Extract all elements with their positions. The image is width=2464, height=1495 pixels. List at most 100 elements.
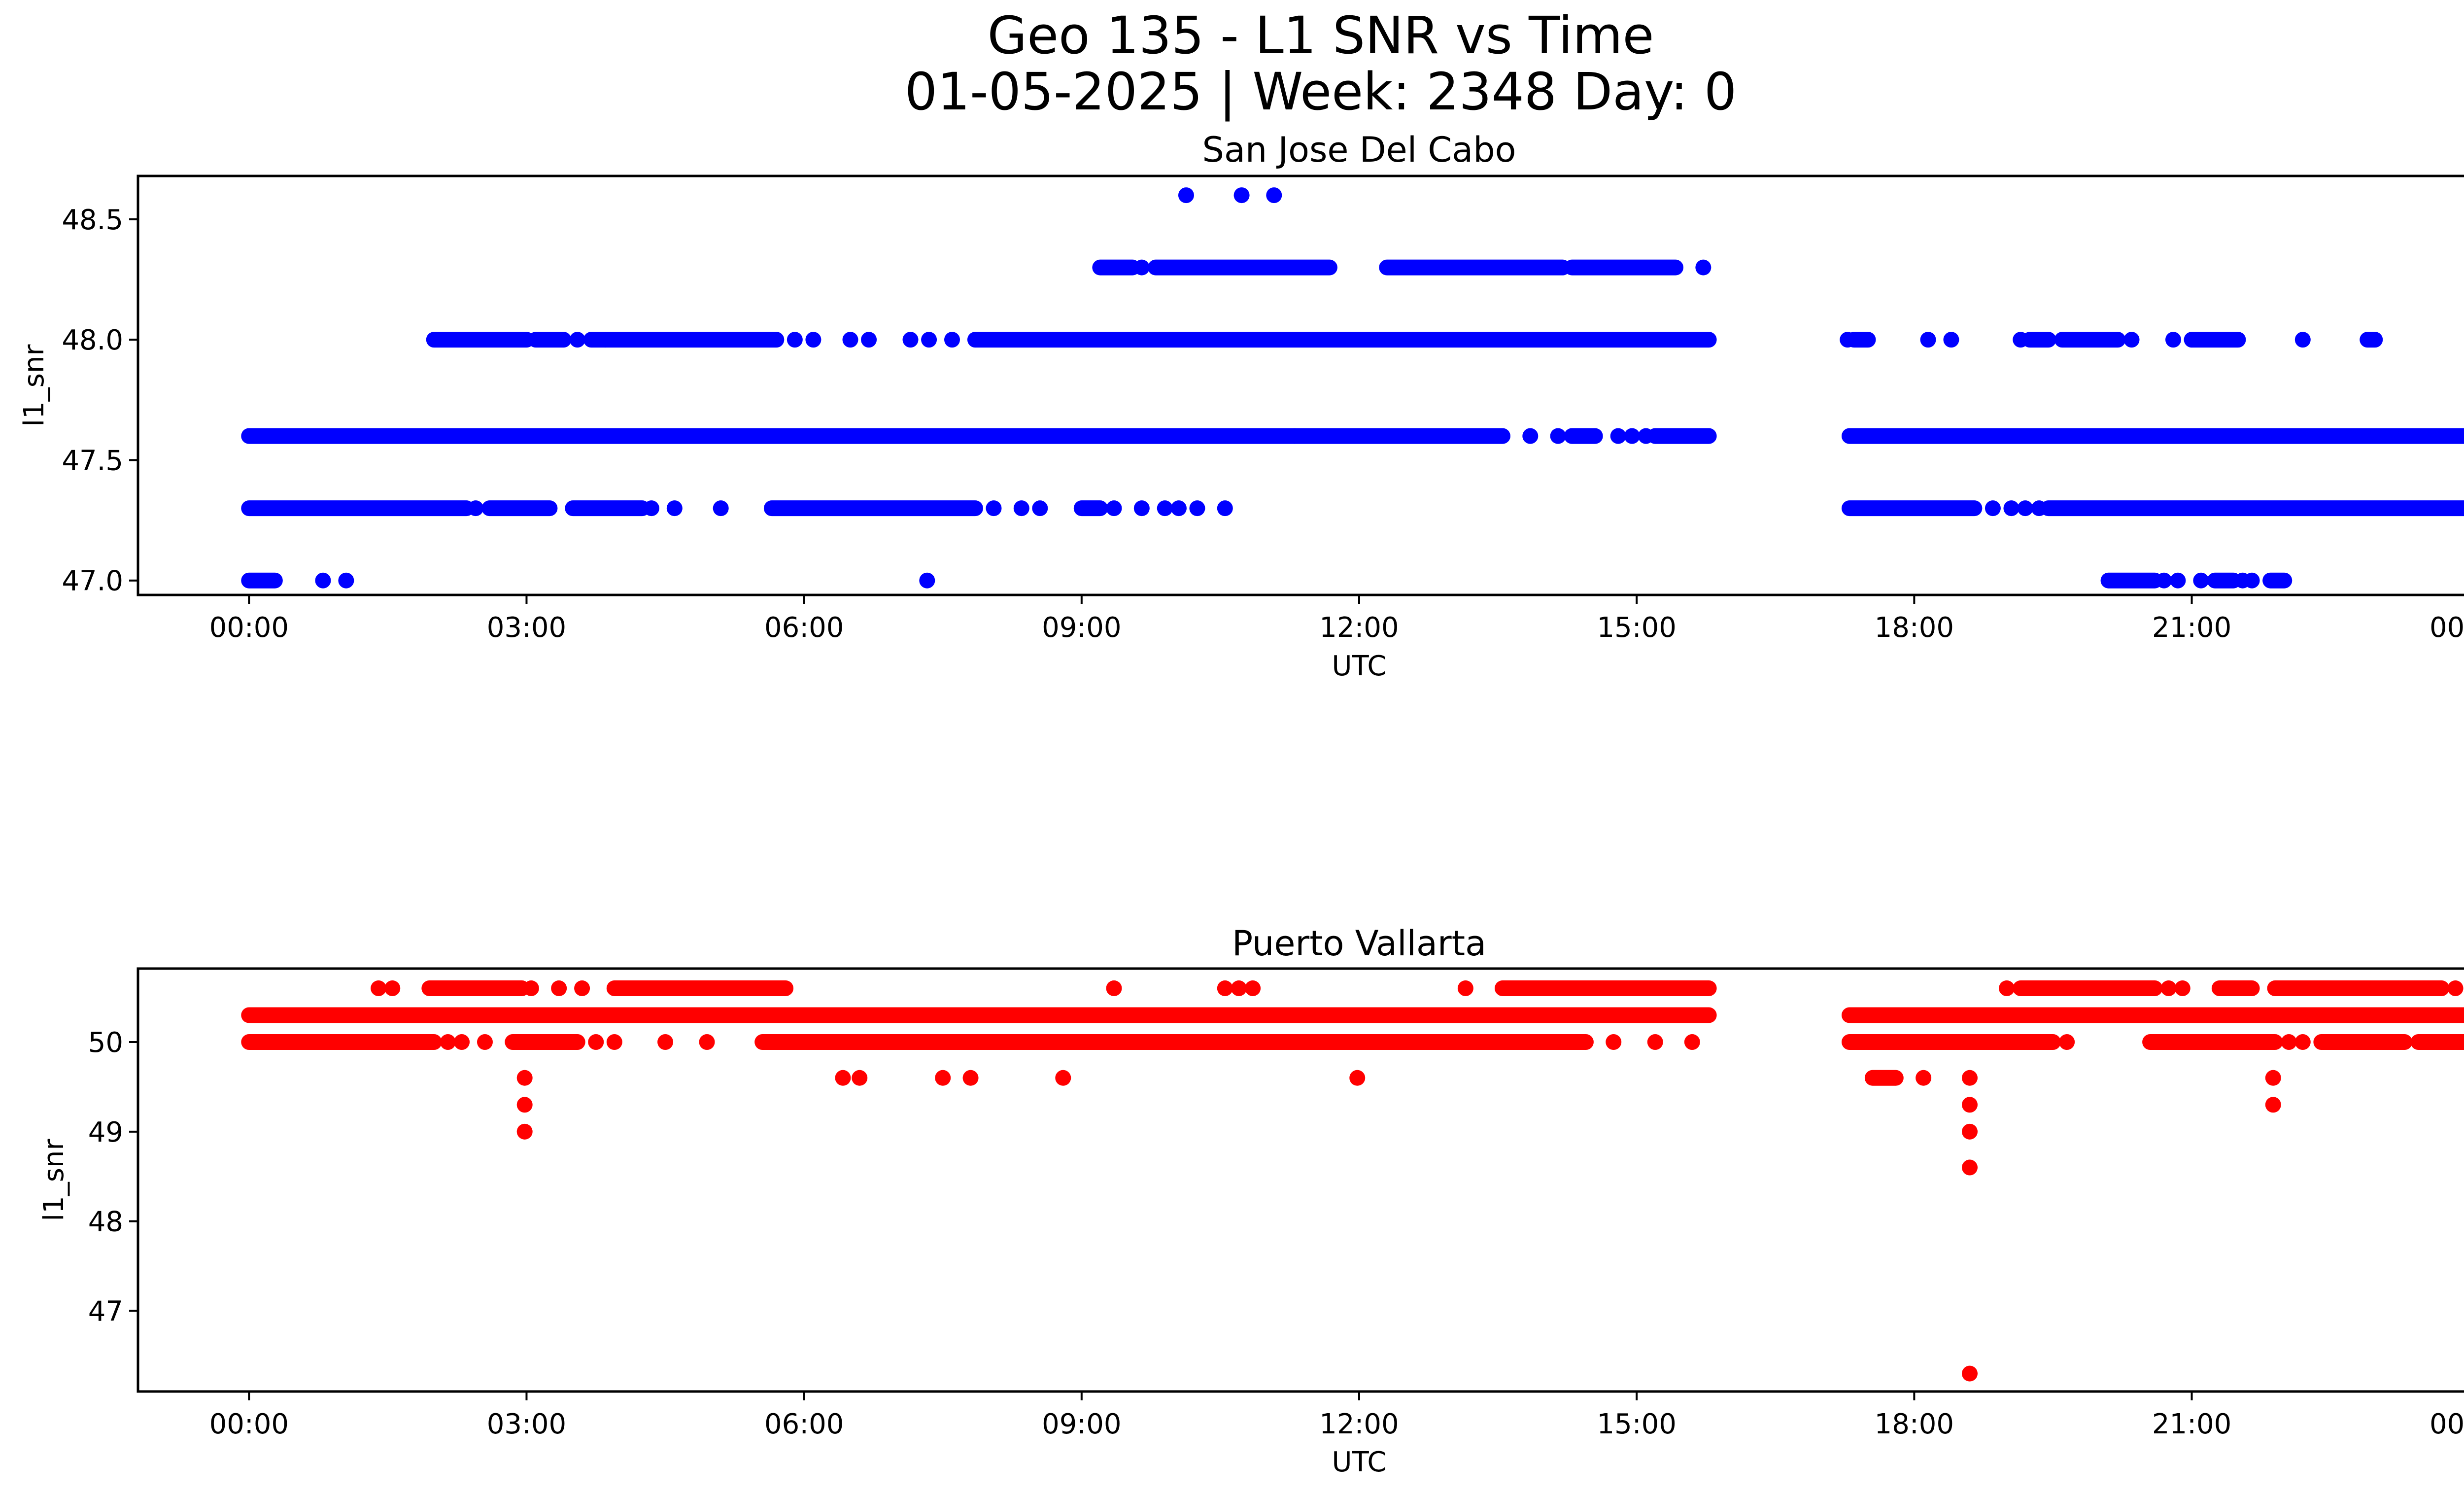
x-tick-label: 21:00	[2152, 1408, 2231, 1440]
data-point	[842, 332, 858, 348]
data-run	[754, 1034, 1594, 1050]
data-point	[477, 1034, 493, 1050]
data-point	[962, 1070, 979, 1086]
x-tick-label: 15:00	[1597, 612, 1676, 644]
data-point	[1055, 1070, 1071, 1086]
data-point	[569, 332, 585, 348]
data-run	[1841, 500, 1983, 517]
data-point	[919, 572, 935, 589]
x-tick-label: 00:00	[209, 612, 289, 644]
data-point	[2013, 332, 2029, 348]
data-point	[2123, 332, 2140, 348]
data-point	[1962, 1123, 1978, 1140]
data-point	[643, 500, 659, 517]
data-run	[565, 500, 650, 517]
data-point	[2156, 572, 2172, 589]
data-point	[1233, 187, 1250, 204]
y-tick-label: 50	[88, 1027, 123, 1059]
data-point	[1610, 428, 1626, 444]
y-tick-label: 49	[88, 1116, 123, 1148]
data-point	[1457, 980, 1473, 996]
data-run	[241, 428, 1302, 444]
data-run	[241, 500, 475, 517]
data-run	[1073, 500, 1108, 517]
data-run	[1647, 428, 1717, 444]
y-tick-label: 48.0	[62, 324, 123, 356]
data-point	[523, 980, 539, 996]
data-point	[986, 500, 1002, 517]
data-point	[1231, 980, 1247, 996]
data-point	[2265, 1070, 2281, 1086]
data-point	[1962, 1365, 1978, 1382]
plot-frame	[137, 967, 2464, 1393]
data-point	[2281, 1034, 2297, 1050]
data-point	[1133, 500, 1150, 517]
x-tick-label: 00:00	[209, 1408, 289, 1440]
data-run	[2207, 572, 2242, 589]
data-point	[1638, 428, 1654, 444]
data-point	[1624, 428, 1640, 444]
y-tick-label: 47.0	[62, 565, 123, 597]
x-tick-label: 12:00	[1319, 1408, 1399, 1440]
data-point	[1985, 500, 2001, 517]
x-tick-label: 12:00	[1319, 612, 1399, 644]
data-run	[2054, 332, 2126, 348]
data-run	[1148, 259, 1337, 276]
data-run	[1286, 428, 1510, 444]
data-run	[241, 1007, 1717, 1023]
data-point	[1695, 259, 1711, 276]
data-run	[2262, 572, 2293, 589]
data-marks	[241, 187, 2464, 589]
data-run	[583, 332, 785, 348]
data-point	[935, 1070, 951, 1086]
data-run	[2013, 980, 2163, 996]
plot-frame	[137, 174, 2464, 596]
data-point	[1550, 428, 1566, 444]
x-tick-label: 15:00	[1597, 1408, 1676, 1440]
data-run	[2313, 1034, 2413, 1050]
y-axis-label: l1_snr	[18, 344, 50, 427]
panel-title: San Jose Del Cabo	[1202, 130, 1516, 170]
data-point	[454, 1034, 470, 1050]
x-tick-label: 03:00	[487, 612, 566, 644]
data-point	[835, 1070, 851, 1086]
x-axis-label: UTC	[1332, 1446, 1386, 1478]
data-run	[2040, 500, 2464, 517]
data-marks	[241, 980, 2464, 1382]
data-point	[657, 1034, 674, 1050]
x-tick-label: 18:00	[1875, 612, 1954, 644]
data-point	[1916, 1070, 1932, 1086]
data-point	[902, 332, 919, 348]
data-point	[2447, 980, 2464, 996]
y-tick-label: 48	[88, 1206, 123, 1238]
data-point	[1606, 1034, 1622, 1050]
data-point	[1962, 1070, 1978, 1086]
data-point	[1962, 1159, 1978, 1176]
data-run	[2184, 332, 2246, 348]
data-point	[2294, 332, 2311, 348]
data-run	[2410, 1034, 2464, 1050]
x-tick-label: 09:00	[1042, 1408, 1121, 1440]
data-point	[1647, 1034, 1663, 1050]
data-point	[606, 1034, 622, 1050]
data-point	[861, 332, 877, 348]
data-point	[1013, 500, 1029, 517]
data-run	[1564, 259, 1684, 276]
data-point	[2003, 500, 2019, 517]
data-point	[1178, 187, 1194, 204]
data-point	[1157, 500, 1173, 517]
data-point	[1840, 332, 1856, 348]
data-point	[944, 332, 960, 348]
data-point	[1522, 428, 1539, 444]
data-run	[2211, 980, 2260, 996]
data-point	[384, 980, 401, 996]
data-run	[967, 332, 1717, 348]
data-point	[516, 1070, 533, 1086]
data-point	[2165, 332, 2181, 348]
data-point	[852, 1070, 868, 1086]
data-point	[2174, 980, 2190, 996]
data-point	[2244, 572, 2260, 589]
data-run	[2100, 572, 2163, 589]
x-tick-label: 06:00	[764, 612, 844, 644]
data-run	[1841, 428, 2464, 444]
